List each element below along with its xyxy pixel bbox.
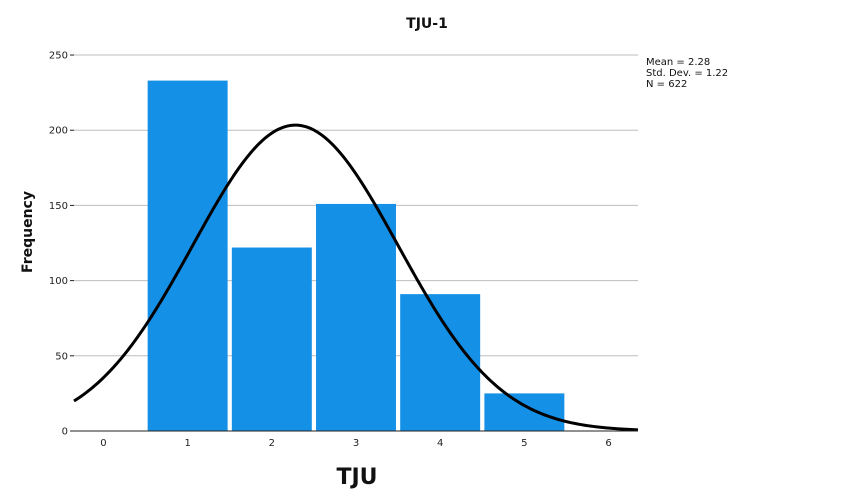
- x-axis-label: TJU: [336, 465, 377, 490]
- bars: [147, 80, 565, 431]
- y-tick-label: 100: [49, 276, 68, 287]
- y-tick-label: 200: [49, 126, 68, 137]
- x-tick-label: 0: [100, 438, 106, 449]
- y-axis-label: Frequency: [20, 191, 36, 273]
- normal-curve: [73, 123, 639, 432]
- stats-n: N = 622: [646, 79, 687, 90]
- histogram-bar: [231, 247, 312, 431]
- x-tick-label: 4: [437, 438, 443, 449]
- stats-box: Mean = 2.28 Std. Dev. = 1.22 N = 622: [646, 57, 728, 90]
- y-axis-ticks: 0 50 100 150 200 250: [49, 51, 74, 438]
- y-tick-label: 0: [62, 427, 68, 438]
- stats-mean: Mean = 2.28: [646, 57, 710, 68]
- x-tick-label: 2: [269, 438, 275, 449]
- y-tick-label: 50: [55, 351, 68, 362]
- x-tick-label: 3: [353, 438, 359, 449]
- y-tick-label: 250: [49, 51, 68, 62]
- histogram-bar: [400, 294, 481, 431]
- x-tick-label: 5: [521, 438, 527, 449]
- x-tick-label: 6: [605, 438, 611, 449]
- y-tick-label: 150: [49, 201, 68, 212]
- x-axis-ticks: 0 1 2 3 4 5 6: [100, 438, 611, 449]
- stats-std-dev: Std. Dev. = 1.22: [646, 68, 728, 79]
- histogram-bar: [316, 203, 396, 431]
- histogram-bar: [484, 393, 565, 431]
- x-tick-label: 1: [184, 438, 190, 449]
- chart-title: TJU-1: [406, 16, 448, 32]
